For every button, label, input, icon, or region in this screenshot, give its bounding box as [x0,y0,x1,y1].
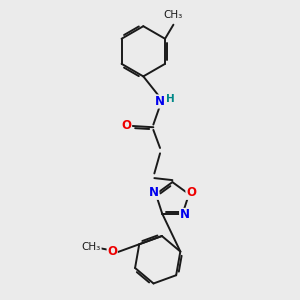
Text: N: N [180,208,190,221]
Text: O: O [107,244,117,257]
Text: O: O [186,186,196,199]
Text: H: H [167,94,175,104]
Text: N: N [155,95,165,108]
Text: CH₃: CH₃ [82,242,101,252]
Text: O: O [122,119,132,132]
Text: N: N [149,186,159,199]
Text: CH₃: CH₃ [164,10,183,20]
